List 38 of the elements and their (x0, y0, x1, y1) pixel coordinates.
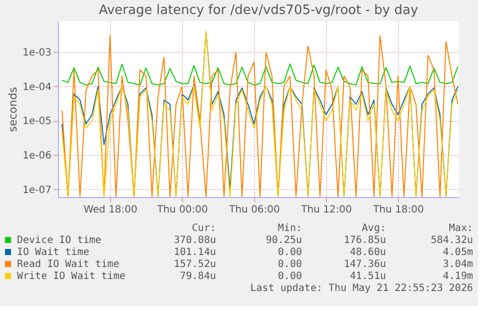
x-tick-label: Thu 18:00 (372, 204, 424, 216)
x-tick-label: Thu 12:00 (300, 204, 352, 216)
text: 48.60u (350, 247, 386, 258)
legend-label: IO Wait time (17, 247, 90, 258)
y-tick-label: 1e-05 (22, 116, 52, 128)
x-tick-label: Thu 00:00 (156, 204, 208, 216)
text: 90.25u (266, 235, 302, 246)
x-tick-label: Thu 06:00 (228, 204, 280, 216)
text: 0.00 (278, 247, 302, 258)
text: 370.08u (174, 235, 216, 246)
text: Avg: (362, 223, 386, 234)
text: 4.05m (442, 247, 473, 258)
text: 3.04m (442, 259, 473, 270)
text: 79.84u (180, 271, 216, 282)
y-tick-label: 1e-04 (22, 82, 52, 93)
text: 176.85u (344, 235, 386, 246)
y-axis-title: seconds (6, 86, 20, 132)
legend-label: Read IO Wait time (17, 259, 120, 270)
text: 101.14u (174, 247, 216, 258)
x-tick-label: Wed 18:00 (84, 204, 138, 216)
text: Max: (448, 223, 473, 234)
legend-label: Write IO Wait time (17, 271, 126, 282)
y-tick-label: 1e-03 (22, 48, 52, 59)
text: 0.00 (278, 259, 302, 270)
legend-label: Device IO time (17, 235, 102, 246)
text: 0.00 (278, 271, 302, 282)
y-tick-label: 1e-06 (22, 150, 52, 162)
text: Last update: Thu May 21 22:55:23 2026 (250, 283, 473, 294)
text: 157.52u (174, 259, 216, 270)
text: Min: (278, 223, 302, 234)
text: 41.51u (350, 271, 386, 282)
text: 147.36u (344, 259, 386, 270)
line-series (62, 63, 458, 86)
text: 584.32u (430, 235, 473, 246)
text: Cur: (192, 223, 216, 234)
y-tick-label: 1e-07 (22, 184, 52, 196)
chart-title: Average latency for /dev/vds705-vg/root - by day (98, 3, 418, 18)
text: 4.19m (442, 271, 473, 282)
